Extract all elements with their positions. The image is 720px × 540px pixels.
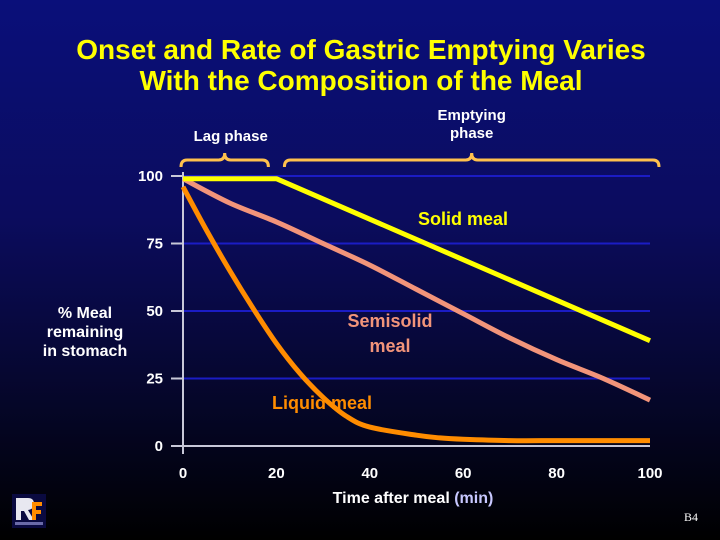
x-tick-label-40: 40 bbox=[361, 465, 378, 482]
x-tick-label-100: 100 bbox=[637, 465, 662, 482]
y-tick-label-100: 100 bbox=[138, 168, 163, 185]
x-tick-label-80: 80 bbox=[548, 465, 565, 482]
solid-meal-line bbox=[183, 176, 651, 343]
x-tick-label-20: 20 bbox=[268, 465, 285, 482]
liquid-meal-label-line-1: Liquid meal bbox=[272, 393, 372, 413]
slide-number: B4 bbox=[684, 510, 699, 524]
emptying-phase-label-line-2: phase bbox=[450, 125, 493, 142]
y-axis-label-line-1: % Meal bbox=[57, 305, 113, 322]
y-axis-label-line-2: remaining bbox=[46, 324, 124, 341]
axes: 0 25 50 75 100 0 20 40 60 80 100 bbox=[138, 168, 663, 482]
chart-title: Onset and Rate of Gastric Emptying Varie… bbox=[0, 34, 720, 96]
x-axis-label-unit: (min) bbox=[454, 490, 494, 507]
liquid-meal-line bbox=[180, 185, 650, 444]
grid-lines bbox=[183, 175, 650, 380]
semisolid-meal-line bbox=[181, 176, 652, 403]
x-axis-label: Time after meal (min) bbox=[298, 490, 528, 508]
lag-phase-brace bbox=[179, 152, 270, 168]
series-lines bbox=[180, 176, 652, 444]
y-axis-label-line-3: in stomach bbox=[42, 343, 128, 360]
y-tick-label-25: 25 bbox=[146, 371, 163, 388]
semisolid-meal-label-line-1: Semisolid bbox=[347, 311, 432, 331]
lag-phase-label-line-1: Lag phase bbox=[194, 128, 268, 145]
emptying-phase-brace bbox=[282, 152, 661, 168]
y-tick-label-0: 0 bbox=[155, 438, 163, 455]
semisolid-meal-label-line-2: meal bbox=[369, 336, 410, 356]
y-tick-label-50: 50 bbox=[146, 303, 163, 320]
chart-title-line-2: With the Composition of the Meal bbox=[139, 65, 583, 96]
chart-title-line-1: Onset and Rate of Gastric Emptying Varie… bbox=[76, 34, 646, 65]
y-axis-label: % Meal remaining in stomach bbox=[26, 304, 144, 361]
organization-logo-icon bbox=[12, 494, 46, 528]
y-tick-label-75: 75 bbox=[146, 236, 163, 253]
series-labels: Solid meal Semisolid meal Liquid meal bbox=[272, 209, 508, 413]
emptying-phase-label-line-1: Emptying bbox=[438, 107, 506, 124]
x-axis-label-text: Time after meal bbox=[332, 490, 450, 507]
solid-meal-label-line-1: Solid meal bbox=[418, 209, 508, 229]
x-tick-label-60: 60 bbox=[455, 465, 472, 482]
x-tick-label-0: 0 bbox=[179, 465, 187, 482]
